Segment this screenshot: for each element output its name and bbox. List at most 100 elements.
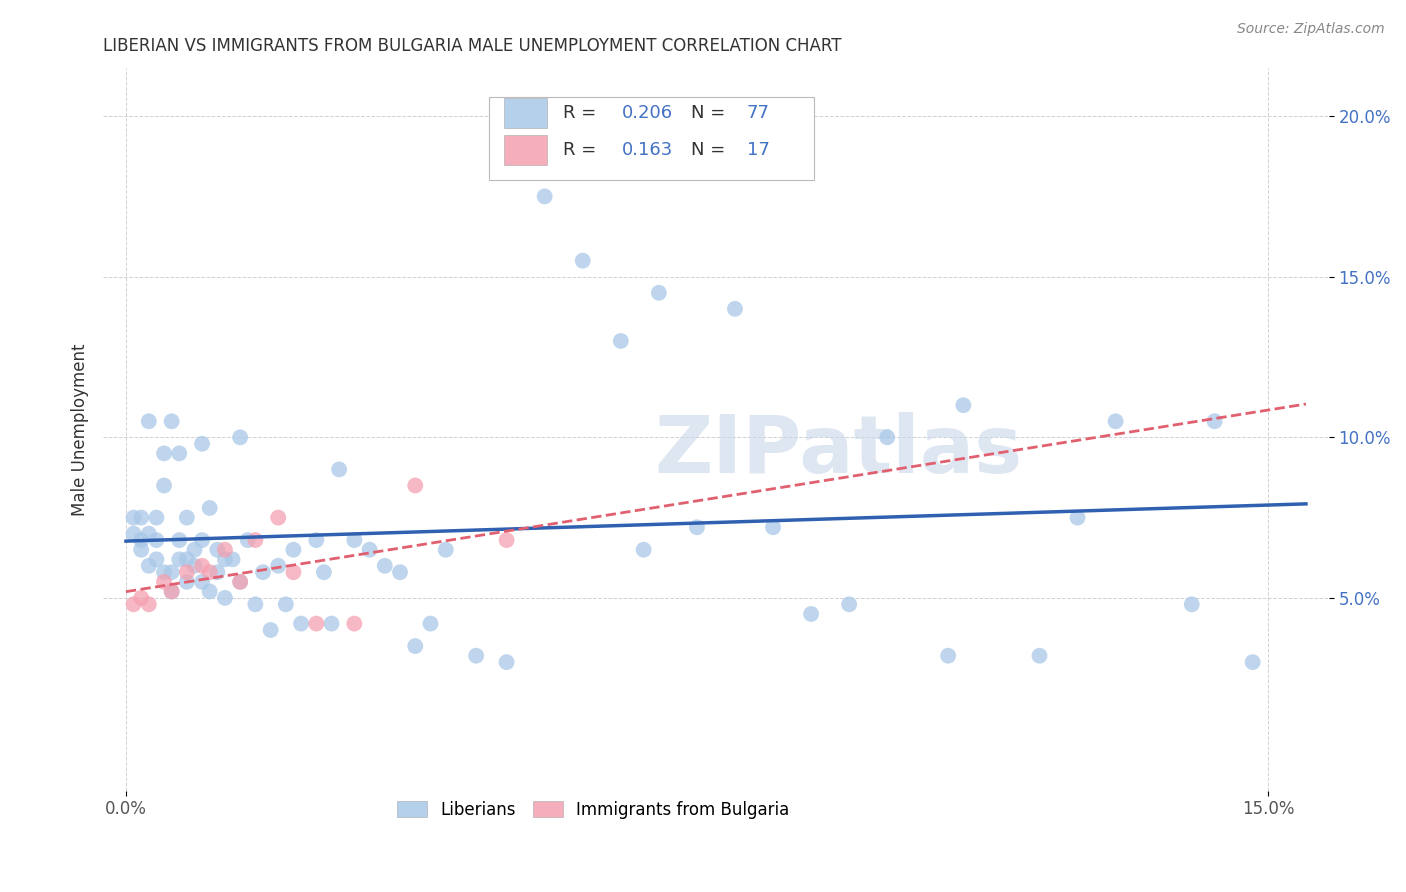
Point — [129, 533, 152, 547]
Point — [214, 552, 236, 566]
Point — [633, 542, 655, 557]
Point — [359, 542, 381, 557]
Point — [160, 584, 183, 599]
Point — [245, 533, 267, 547]
Point — [176, 574, 198, 589]
Point — [191, 436, 214, 450]
Point — [198, 584, 221, 599]
Point — [762, 520, 785, 534]
Point — [167, 552, 190, 566]
Point — [122, 526, 145, 541]
Point — [305, 616, 328, 631]
Point — [214, 542, 236, 557]
Point — [138, 526, 160, 541]
Point — [138, 597, 160, 611]
Text: 17: 17 — [747, 141, 769, 159]
Point — [129, 510, 152, 524]
Point — [267, 510, 290, 524]
Point — [153, 574, 176, 589]
Point — [838, 597, 860, 611]
Text: ZIPatlas: ZIPatlas — [654, 412, 1022, 490]
Text: 0.206: 0.206 — [621, 104, 672, 122]
Point — [1028, 648, 1050, 663]
Point — [1104, 414, 1126, 428]
Point — [183, 558, 205, 573]
Text: LIBERIAN VS IMMIGRANTS FROM BULGARIA MALE UNEMPLOYMENT CORRELATION CHART: LIBERIAN VS IMMIGRANTS FROM BULGARIA MAL… — [103, 37, 842, 55]
Point — [167, 446, 190, 460]
Point — [724, 301, 747, 316]
Point — [145, 552, 167, 566]
Point — [167, 533, 190, 547]
Point — [305, 533, 328, 547]
Point — [495, 655, 517, 669]
Point — [389, 565, 412, 579]
Point — [229, 574, 252, 589]
Text: N =: N = — [692, 104, 731, 122]
Point — [274, 597, 297, 611]
Point — [343, 616, 366, 631]
Point — [533, 189, 555, 203]
Point — [207, 542, 229, 557]
Point — [229, 574, 252, 589]
Point — [145, 510, 167, 524]
Point — [610, 334, 633, 348]
Point — [686, 520, 709, 534]
Point — [138, 414, 160, 428]
Point — [259, 623, 281, 637]
Point — [404, 478, 426, 492]
Text: Source: ZipAtlas.com: Source: ZipAtlas.com — [1237, 22, 1385, 37]
Point — [252, 565, 274, 579]
Point — [434, 542, 457, 557]
Point — [138, 558, 160, 573]
Point — [290, 616, 312, 631]
Point — [800, 607, 823, 621]
Point — [160, 414, 183, 428]
Point — [153, 446, 176, 460]
Point — [191, 558, 214, 573]
Point — [321, 616, 343, 631]
Point — [198, 565, 221, 579]
Point — [495, 533, 517, 547]
Point — [122, 597, 145, 611]
Point — [283, 565, 305, 579]
Point — [122, 510, 145, 524]
Point — [176, 552, 198, 566]
Point — [183, 542, 205, 557]
Y-axis label: Male Unemployment: Male Unemployment — [72, 343, 89, 516]
Point — [207, 565, 229, 579]
Point — [176, 565, 198, 579]
Point — [312, 565, 335, 579]
Point — [245, 597, 267, 611]
Point — [404, 639, 426, 653]
Point — [229, 430, 252, 444]
Point — [214, 591, 236, 605]
Point — [876, 430, 898, 444]
FancyBboxPatch shape — [489, 97, 814, 180]
Point — [129, 591, 152, 605]
Point — [648, 285, 671, 300]
Point — [153, 478, 176, 492]
Point — [191, 574, 214, 589]
Point — [176, 510, 198, 524]
Point — [129, 542, 152, 557]
Text: N =: N = — [692, 141, 731, 159]
Text: R =: R = — [562, 141, 602, 159]
Point — [1181, 597, 1204, 611]
Point — [374, 558, 396, 573]
Point — [160, 584, 183, 599]
Text: 77: 77 — [747, 104, 769, 122]
Point — [571, 253, 593, 268]
Point — [267, 558, 290, 573]
Point — [343, 533, 366, 547]
FancyBboxPatch shape — [503, 135, 547, 165]
Point — [221, 552, 243, 566]
Text: 0.163: 0.163 — [621, 141, 673, 159]
Point — [328, 462, 350, 476]
Point — [1204, 414, 1226, 428]
Point — [160, 565, 183, 579]
Point — [198, 500, 221, 515]
Point — [145, 533, 167, 547]
FancyBboxPatch shape — [503, 98, 547, 128]
Point — [952, 398, 974, 412]
Point — [465, 648, 488, 663]
